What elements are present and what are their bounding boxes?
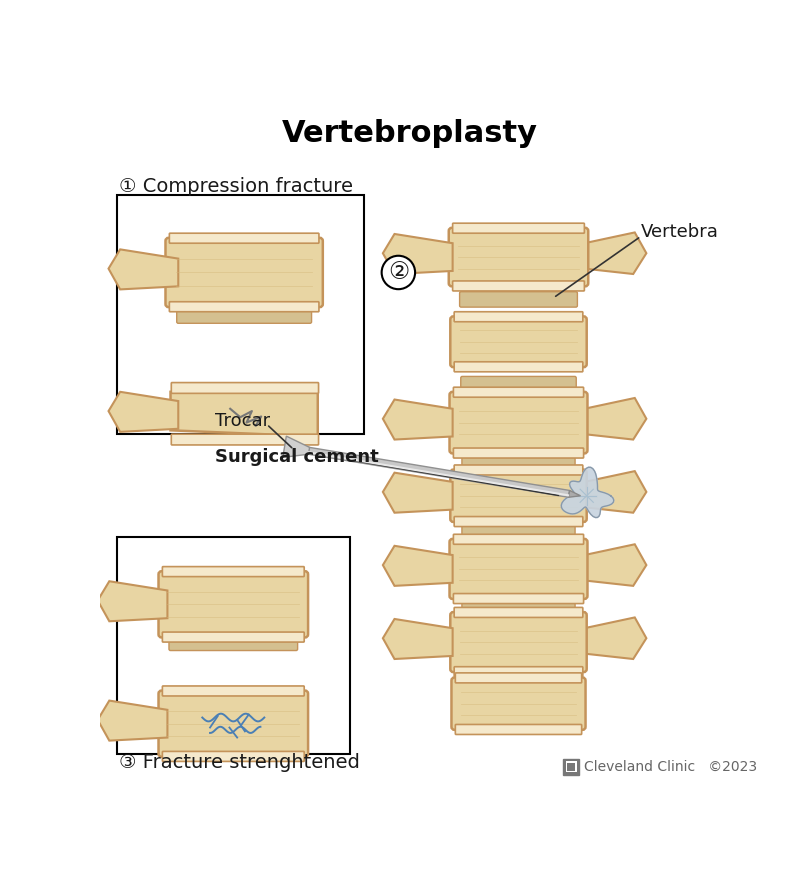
FancyBboxPatch shape xyxy=(450,470,586,522)
Polygon shape xyxy=(98,581,167,621)
FancyBboxPatch shape xyxy=(177,308,311,323)
FancyBboxPatch shape xyxy=(455,724,582,734)
Polygon shape xyxy=(383,546,453,586)
FancyBboxPatch shape xyxy=(169,635,298,650)
FancyBboxPatch shape xyxy=(450,539,587,599)
Polygon shape xyxy=(562,467,614,518)
Polygon shape xyxy=(584,471,646,512)
FancyBboxPatch shape xyxy=(170,233,319,243)
Polygon shape xyxy=(383,472,453,512)
Polygon shape xyxy=(584,398,646,439)
FancyBboxPatch shape xyxy=(461,376,576,392)
Bar xyxy=(567,763,575,771)
FancyBboxPatch shape xyxy=(454,666,583,677)
FancyBboxPatch shape xyxy=(455,673,582,683)
FancyBboxPatch shape xyxy=(462,524,575,540)
Polygon shape xyxy=(307,447,570,497)
Text: Vertebra: Vertebra xyxy=(641,223,719,241)
Polygon shape xyxy=(109,249,178,290)
FancyBboxPatch shape xyxy=(158,691,308,756)
Polygon shape xyxy=(383,619,453,659)
FancyBboxPatch shape xyxy=(462,596,575,611)
Polygon shape xyxy=(584,544,646,586)
FancyBboxPatch shape xyxy=(449,228,588,286)
FancyBboxPatch shape xyxy=(162,686,304,696)
FancyBboxPatch shape xyxy=(454,465,583,475)
FancyBboxPatch shape xyxy=(162,567,304,576)
FancyBboxPatch shape xyxy=(454,362,583,372)
FancyBboxPatch shape xyxy=(462,664,574,677)
FancyBboxPatch shape xyxy=(451,677,586,730)
Polygon shape xyxy=(170,386,318,437)
Polygon shape xyxy=(584,233,646,274)
Text: ③ Fracture strenghtened: ③ Fracture strenghtened xyxy=(119,754,360,772)
Bar xyxy=(566,762,577,772)
FancyBboxPatch shape xyxy=(450,612,586,672)
FancyBboxPatch shape xyxy=(454,388,584,397)
Text: Cleveland Clinic   ©2023: Cleveland Clinic ©2023 xyxy=(584,760,757,773)
Polygon shape xyxy=(383,234,453,274)
Polygon shape xyxy=(282,436,310,457)
Text: Trocar: Trocar xyxy=(214,412,270,430)
Polygon shape xyxy=(383,399,453,439)
FancyBboxPatch shape xyxy=(454,312,583,322)
FancyBboxPatch shape xyxy=(170,302,319,312)
FancyBboxPatch shape xyxy=(162,632,304,642)
FancyBboxPatch shape xyxy=(462,452,575,467)
Text: ②: ② xyxy=(388,260,409,284)
Text: Vertebroplasty: Vertebroplasty xyxy=(282,119,538,149)
Polygon shape xyxy=(98,700,167,740)
Bar xyxy=(117,195,363,434)
FancyBboxPatch shape xyxy=(453,281,584,291)
Polygon shape xyxy=(584,617,646,659)
FancyBboxPatch shape xyxy=(162,751,304,762)
Polygon shape xyxy=(109,392,178,432)
FancyBboxPatch shape xyxy=(171,434,318,445)
FancyBboxPatch shape xyxy=(166,238,323,307)
FancyBboxPatch shape xyxy=(158,571,308,637)
FancyBboxPatch shape xyxy=(453,223,584,233)
FancyBboxPatch shape xyxy=(459,291,578,307)
FancyBboxPatch shape xyxy=(454,608,583,617)
Text: ① Compression fracture: ① Compression fracture xyxy=(119,176,354,196)
Bar xyxy=(563,759,579,774)
FancyBboxPatch shape xyxy=(454,517,583,527)
FancyBboxPatch shape xyxy=(454,535,584,544)
FancyBboxPatch shape xyxy=(454,448,584,458)
FancyBboxPatch shape xyxy=(171,382,318,393)
Bar xyxy=(117,536,350,754)
FancyBboxPatch shape xyxy=(450,316,586,367)
Polygon shape xyxy=(569,490,581,497)
FancyBboxPatch shape xyxy=(450,392,587,454)
Text: Surgical cement: Surgical cement xyxy=(214,448,378,466)
FancyBboxPatch shape xyxy=(454,593,584,603)
